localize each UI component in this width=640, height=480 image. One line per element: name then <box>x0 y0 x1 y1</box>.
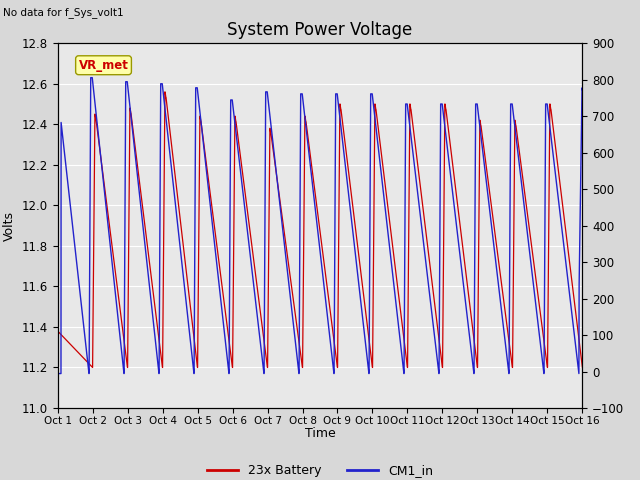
Title: System Power Voltage: System Power Voltage <box>227 21 413 39</box>
Legend: 23x Battery, CM1_in: 23x Battery, CM1_in <box>202 459 438 480</box>
X-axis label: Time: Time <box>305 427 335 440</box>
Text: No data for f_Sys_volt1: No data for f_Sys_volt1 <box>3 7 124 18</box>
Y-axis label: Volts: Volts <box>3 211 16 240</box>
Text: VR_met: VR_met <box>79 59 129 72</box>
